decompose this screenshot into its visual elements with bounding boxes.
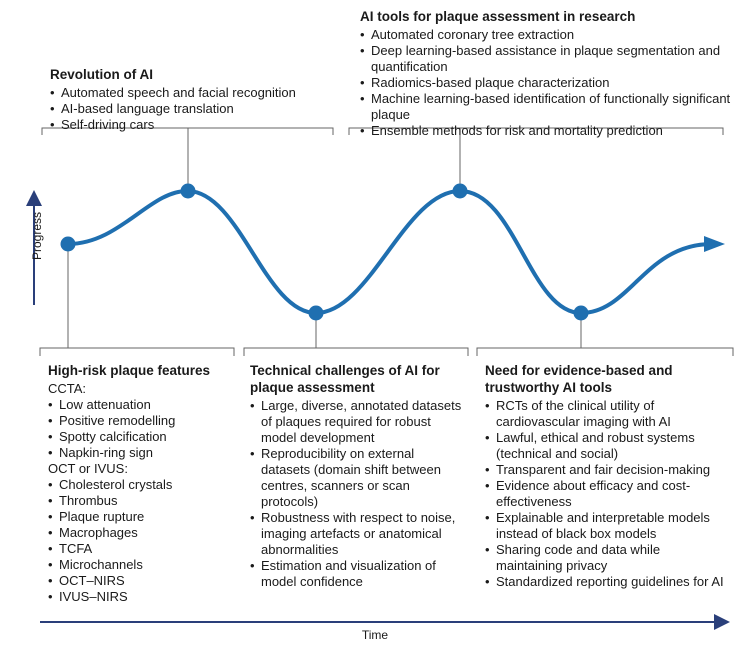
technical-box-frame <box>243 347 469 356</box>
technical-list: Large, diverse, annotated datasets of pl… <box>250 398 465 590</box>
highrisk-title: High-risk plaque features <box>48 363 211 378</box>
list-item: Positive remodelling <box>48 413 228 429</box>
list-item: Automated speech and facial recognition <box>50 85 340 101</box>
list-item: TCFA <box>48 541 228 557</box>
tools-box: AI tools for plaque assessment in resear… <box>360 8 740 139</box>
list-item: Cholesterol crystals <box>48 477 228 493</box>
revolution-title: Revolution of AI <box>50 67 153 82</box>
list-item: Robustness with respect to noise, imagin… <box>250 510 465 558</box>
list-item: Lawful, ethical and robust systems (tech… <box>485 430 730 462</box>
list-item: Plaque rupture <box>48 509 228 525</box>
highrisk-box: High-risk plaque features CCTA: Low atte… <box>48 362 228 605</box>
list-item: Napkin-ring sign <box>48 445 228 461</box>
technical-title: Technical challenges of AI for plaque as… <box>250 363 440 395</box>
highrisk-box-frame <box>39 347 235 356</box>
list-item: Macrophages <box>48 525 228 541</box>
curve-arrowhead <box>704 236 725 252</box>
evidence-box: Need for evidence-based and trustworthy … <box>485 362 730 590</box>
list-item: Thrombus <box>48 493 228 509</box>
list-item: IVUS–NIRS <box>48 589 228 605</box>
tools-title: AI tools for plaque assessment in resear… <box>360 9 636 24</box>
node-revolution <box>180 183 196 199</box>
node-high-risk <box>60 236 76 252</box>
list-item: Explainable and interpretable models ins… <box>485 510 730 542</box>
list-item: Standardized reporting guidelines for AI <box>485 574 730 590</box>
node-technical <box>308 305 324 321</box>
technical-box: Technical challenges of AI for plaque as… <box>250 362 465 590</box>
tools-list: Automated coronary tree extraction Deep … <box>360 27 740 139</box>
revolution-list: Automated speech and facial recognition … <box>50 85 340 133</box>
x-axis-label: Time <box>361 628 389 642</box>
evidence-list: RCTs of the clinical utility of cardiova… <box>485 398 730 590</box>
ccta-label: CCTA: <box>48 381 87 396</box>
list-item: Reproducibility on external datasets (do… <box>250 446 465 510</box>
evidence-title: Need for evidence-based and trustworthy … <box>485 363 673 395</box>
list-item: Low attenuation <box>48 397 228 413</box>
list-item: Large, diverse, annotated datasets of pl… <box>250 398 465 446</box>
ccta-list: Low attenuation Positive remodelling Spo… <box>48 397 228 461</box>
list-item: Machine learning-based identification of… <box>360 91 740 123</box>
list-item: Self-driving cars <box>50 117 340 133</box>
node-tools <box>452 183 468 199</box>
list-item: Estimation and visualization of model co… <box>250 558 465 590</box>
list-item: OCT–NIRS <box>48 573 228 589</box>
list-item: Microchannels <box>48 557 228 573</box>
oct-ivus-list: Cholesterol crystals Thrombus Plaque rup… <box>48 477 228 605</box>
list-item: Evidence about efficacy and cost-effecti… <box>485 478 730 510</box>
evidence-box-frame <box>476 347 734 356</box>
list-item: Radiomics-based plaque characterization <box>360 75 740 91</box>
list-item: AI-based language translation <box>50 101 340 117</box>
list-item: Ensemble methods for risk and mortality … <box>360 123 740 139</box>
list-item: Sharing code and data while maintaining … <box>485 542 730 574</box>
list-item: RCTs of the clinical utility of cardiova… <box>485 398 730 430</box>
list-item: Deep learning-based assistance in plaque… <box>360 43 740 75</box>
list-item: Transparent and fair decision-making <box>485 462 730 478</box>
oct-ivus-label: OCT or IVUS: <box>48 461 128 476</box>
progress-curve <box>66 188 714 316</box>
node-evidence <box>573 305 589 321</box>
list-item: Automated coronary tree extraction <box>360 27 740 43</box>
y-axis-label: Progress <box>30 211 44 261</box>
list-item: Spotty calcification <box>48 429 228 445</box>
revolution-box: Revolution of AI Automated speech and fa… <box>50 66 340 133</box>
